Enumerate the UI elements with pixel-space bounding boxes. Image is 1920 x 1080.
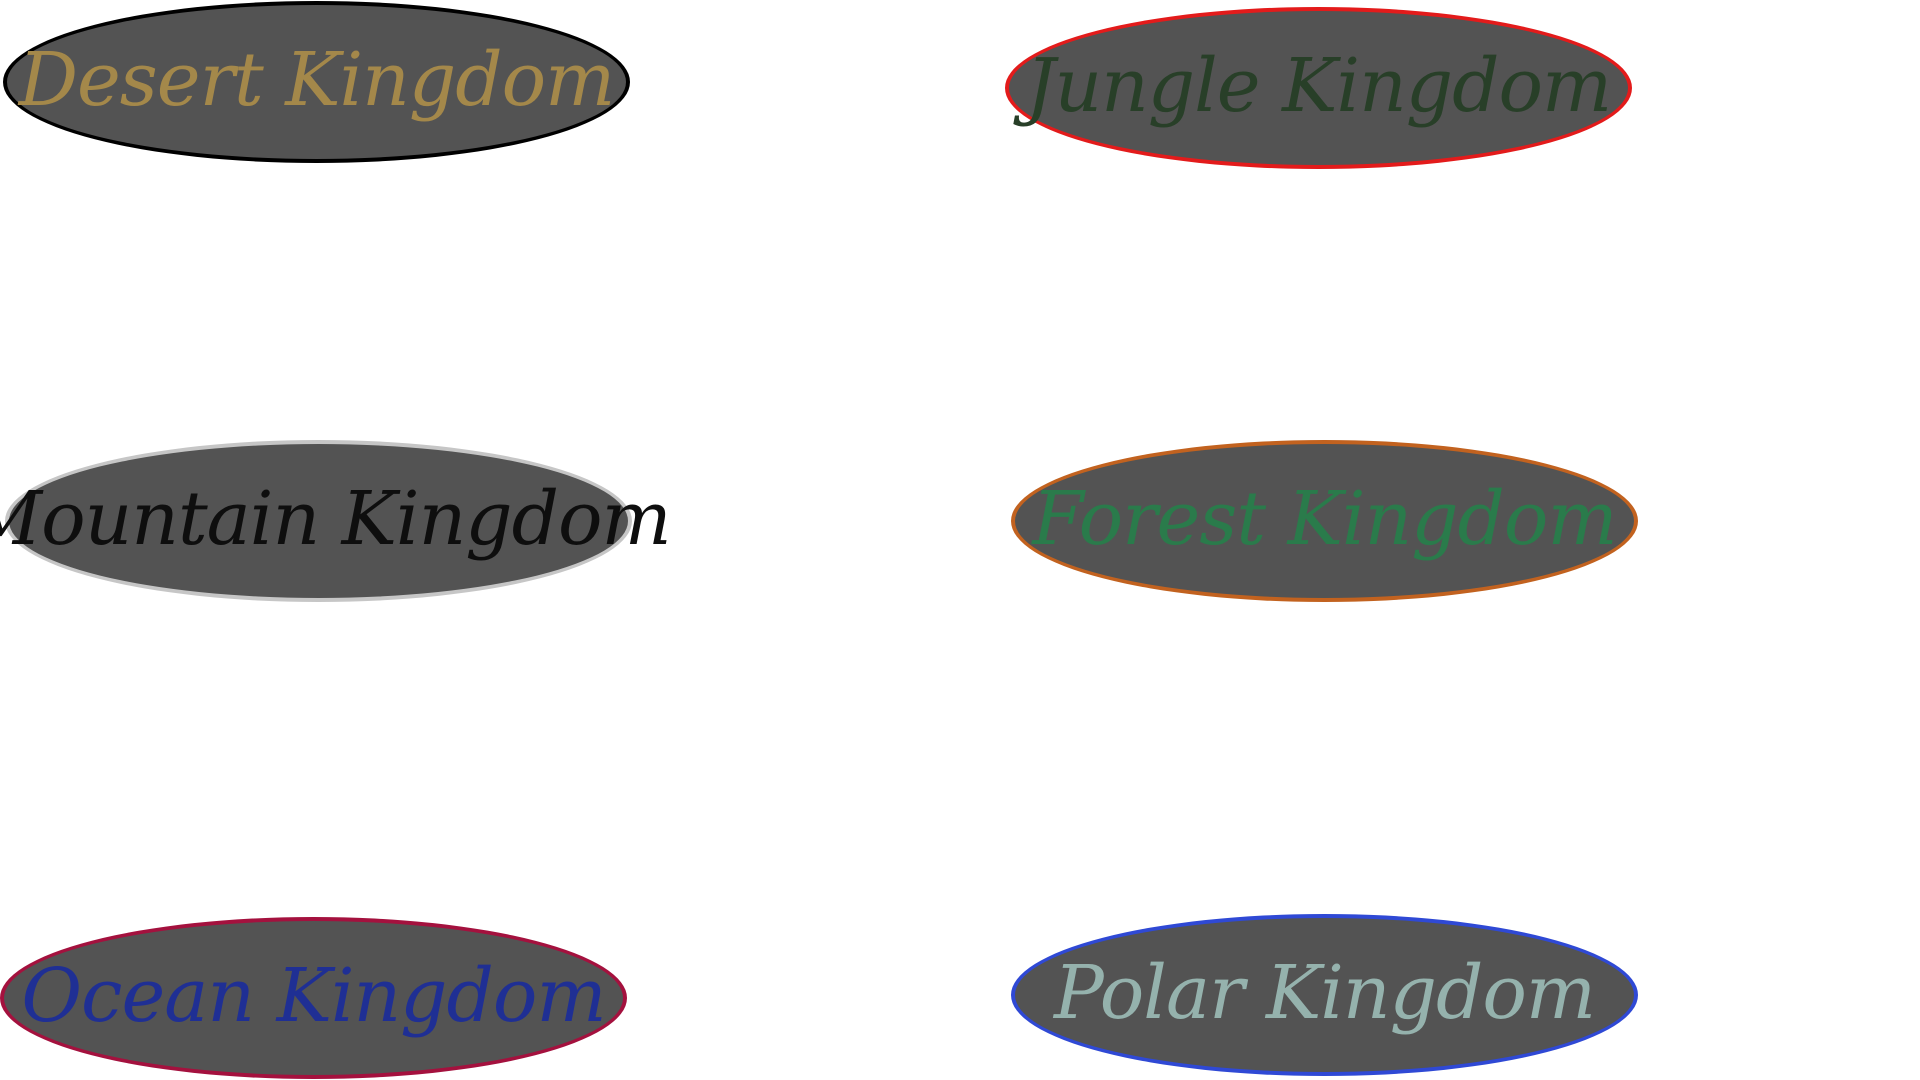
mountain-kingdom-label: Mountain Kingdom (0, 476, 672, 562)
polar-kingdom-label: Polar Kingdom (1053, 950, 1596, 1036)
forest-kingdom-button[interactable]: Forest Kingdom (1011, 440, 1638, 602)
ocean-kingdom-label: Ocean Kingdom (21, 953, 606, 1039)
jungle-kingdom-label: Jungle Kingdom (1025, 43, 1612, 129)
polar-kingdom-button[interactable]: Polar Kingdom (1011, 914, 1638, 1076)
desert-kingdom-label: Desert Kingdom (18, 37, 616, 123)
mountain-kingdom-button[interactable]: Mountain Kingdom (0, 440, 672, 602)
desert-kingdom-button[interactable]: Desert Kingdom (3, 1, 630, 163)
forest-kingdom-label: Forest Kingdom (1032, 476, 1617, 562)
ocean-kingdom-button[interactable]: Ocean Kingdom (0, 917, 627, 1079)
jungle-kingdom-button[interactable]: Jungle Kingdom (1005, 7, 1632, 169)
